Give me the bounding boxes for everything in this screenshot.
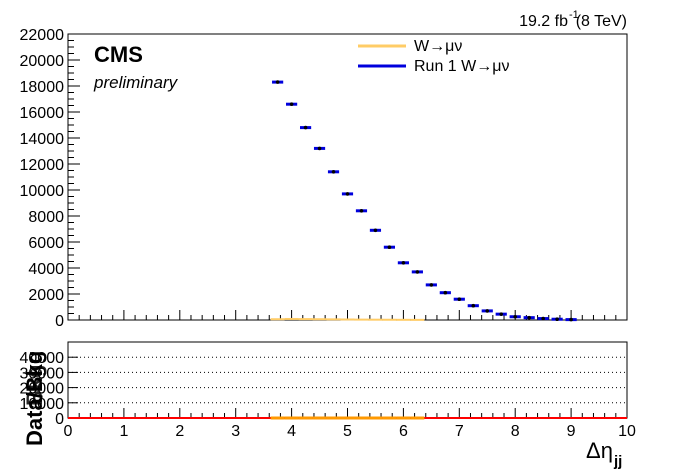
ratio-y-tick-label: 0 xyxy=(55,411,64,428)
lumi-label: 19.2 fb xyxy=(519,13,568,30)
data-point-marker xyxy=(471,303,476,308)
x-tick-label: 8 xyxy=(511,423,520,440)
data-point-marker xyxy=(527,315,531,320)
main-y-tick-label: 10000 xyxy=(20,183,65,200)
ratio-plot-frame xyxy=(67,341,628,419)
data-point-marker xyxy=(485,309,490,313)
x-tick-label: 10 xyxy=(618,423,636,440)
data-point-marker xyxy=(345,192,350,196)
data-point-marker xyxy=(331,170,336,174)
data-point-marker xyxy=(387,245,392,249)
data-point-marker xyxy=(513,314,517,319)
cms-preliminary: preliminary xyxy=(93,73,179,92)
x-axis-label: Δη xyxy=(586,438,613,463)
x-tick-label: 2 xyxy=(175,423,184,440)
ratio-y-label-overlap: Bkg xyxy=(22,364,47,406)
main-y-tick-label: 2000 xyxy=(28,287,64,304)
main-y-tick-label: 16000 xyxy=(20,105,65,122)
data-point-marker xyxy=(443,290,448,295)
lumi-energy: (8 TeV) xyxy=(576,13,627,30)
ratio-y-tick-label: 40000 xyxy=(20,350,65,367)
main-y-tick-label: 20000 xyxy=(20,53,65,70)
data-point-marker xyxy=(317,146,322,151)
x-tick-label: 4 xyxy=(287,423,296,440)
legend-label-data: Run 1 W→μν xyxy=(414,58,509,75)
main-y-tick-label: 14000 xyxy=(20,131,65,148)
ratio-y-tick-label: 10000 xyxy=(20,396,65,413)
main-y-tick-label: 18000 xyxy=(20,79,65,96)
lumi-exponent: -1 xyxy=(569,9,579,21)
ratio-y-tick-label: 20000 xyxy=(20,381,65,398)
legend-label-mc: W→μν xyxy=(414,38,462,55)
data-point-marker xyxy=(499,312,504,316)
x-tick-label: 0 xyxy=(64,423,73,440)
main-y-tick-label: 12000 xyxy=(20,157,65,174)
cms-label: CMS xyxy=(94,42,143,67)
data-point-marker xyxy=(373,228,378,233)
data-point-marker xyxy=(401,261,406,265)
main-y-tick-label: 0 xyxy=(55,313,64,330)
x-tick-label: 5 xyxy=(343,423,352,440)
x-tick-label: 6 xyxy=(399,423,408,440)
data-point-marker xyxy=(359,209,364,213)
x-tick-label: 7 xyxy=(455,423,464,440)
main-y-tick-label: 4000 xyxy=(28,261,64,278)
data-point-marker xyxy=(275,80,280,84)
data-point-marker xyxy=(555,317,559,322)
data-point-marker xyxy=(429,283,434,287)
data-point-marker xyxy=(569,317,573,322)
data-point-marker xyxy=(457,297,462,302)
x-tick-label: 3 xyxy=(231,423,240,440)
ratio-y-tick-label: 30000 xyxy=(20,365,65,382)
data-point-marker xyxy=(303,125,308,130)
data-point-marker xyxy=(289,102,294,106)
main-y-tick-label: 22000 xyxy=(20,27,65,44)
x-axis-label-sub: jj xyxy=(613,453,622,470)
ratio-y-label: Data/Bkg xyxy=(22,351,47,446)
legend: W→μν Run 1 W→μν xyxy=(358,38,509,75)
x-tick-label: 1 xyxy=(119,423,128,440)
main-y-tick-label: 6000 xyxy=(28,235,64,252)
data-point-marker xyxy=(541,316,545,321)
main-y-tick-label: 8000 xyxy=(28,209,64,226)
x-tick-label: 9 xyxy=(567,423,576,440)
data-point-marker xyxy=(415,270,420,274)
